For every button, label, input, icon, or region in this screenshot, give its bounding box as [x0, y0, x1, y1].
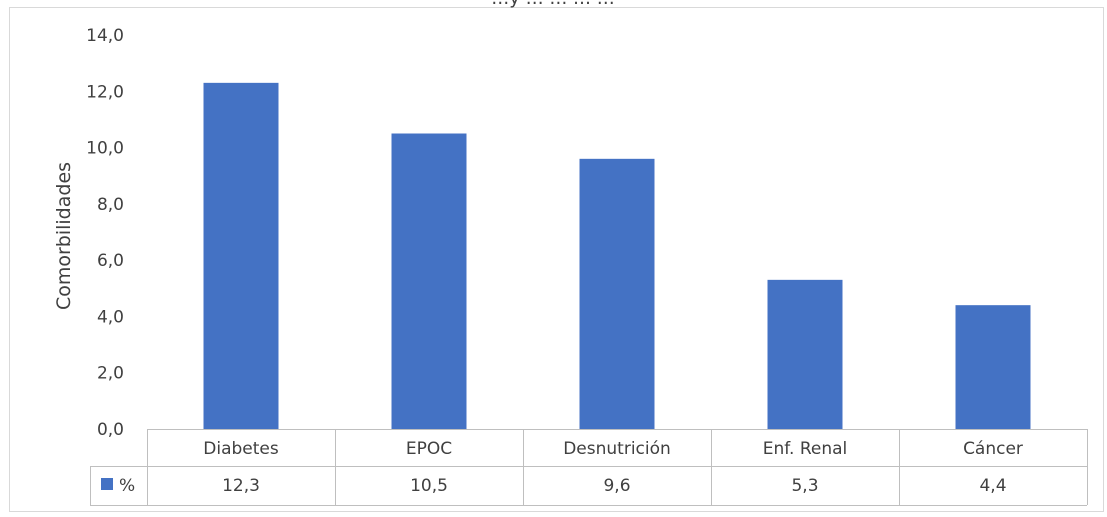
data-label: 9,6 — [603, 476, 630, 496]
bar — [955, 305, 1031, 429]
y-tick-label: 10,0 — [86, 139, 124, 159]
chart-border — [9, 7, 1104, 512]
x-category-label: Diabetes — [203, 439, 279, 459]
legend-swatch — [101, 478, 113, 490]
x-category-label: Cáncer — [963, 439, 1023, 459]
bars — [203, 82, 1031, 430]
y-tick-label: 4,0 — [97, 307, 124, 327]
data-label: 12,3 — [222, 476, 260, 496]
y-tick-label: 8,0 — [97, 195, 124, 215]
x-category-label: EPOC — [406, 439, 452, 459]
data-label: 5,3 — [791, 476, 818, 496]
bar — [391, 133, 467, 429]
y-axis-ticks: 0,0 2,0 4,0 6,0 8,0 10,0 12,0 14,0 — [86, 26, 124, 440]
x-category-label: Desnutrición — [563, 439, 671, 459]
y-tick-label: 14,0 — [86, 26, 124, 46]
x-category-label: Enf. Renal — [763, 439, 848, 459]
bar — [203, 82, 279, 429]
y-tick-label: 0,0 — [97, 420, 124, 440]
y-tick-label: 6,0 — [97, 251, 124, 271]
data-table: Diabetes 12,3 EPOC 10,5 Desnutrición 9,6 Enf. … — [90, 429, 1088, 506]
data-label: 4,4 — [979, 476, 1006, 496]
chart-title: …y … … … … — [491, 0, 615, 9]
bar — [767, 279, 843, 429]
data-label: 10,5 — [410, 476, 448, 496]
y-tick-label: 12,0 — [86, 82, 124, 102]
bar — [579, 158, 655, 430]
legend-label: % — [119, 476, 135, 496]
y-axis-label: Comorbilidades — [53, 162, 75, 310]
y-tick-label: 2,0 — [97, 364, 124, 384]
